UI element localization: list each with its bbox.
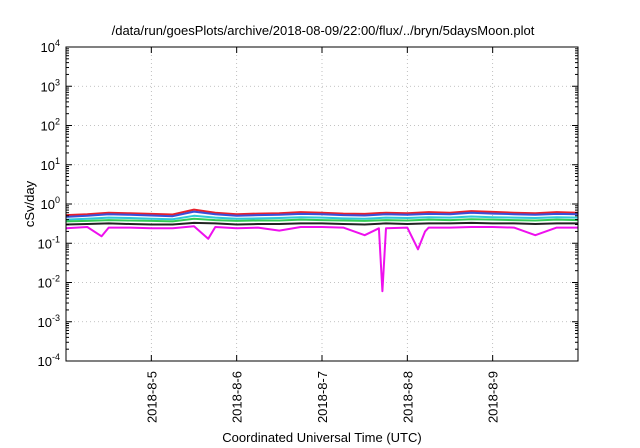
y-tick-label: 10-4 [38,352,60,369]
y-tick-label: 10-2 [38,274,60,291]
series-line-3 [65,214,579,221]
series-line-5 [65,221,578,226]
x-tick-label: 2018-8-7 [315,371,330,423]
x-tick-label: 2018-8-5 [144,371,159,423]
series-line-6 [65,225,578,293]
x-axis-label: Coordinated Universal Time (UTC) [222,430,421,445]
x-axis: 2018-8-5 2018-8-6 2018-8-7 2018-8-8 2018-8-9 [144,47,501,423]
x-tick-label: 2018-8-8 [400,371,415,423]
series-line-4 [65,217,579,223]
chart-title: /data/run/goesPlots/archive/2018-08-09/2… [112,23,535,38]
series-line-1 [65,208,579,217]
y-tick-label: 101 [41,156,60,173]
y-tick-label: 103 [41,77,60,94]
series-line-2 [65,210,579,218]
y-tick-label: 10-3 [38,313,60,330]
x-tick-label: 2018-8-9 [486,371,501,423]
y-tick-label: 104 [41,38,60,55]
y-tick-label: 10-1 [38,234,60,251]
x-tick-label: 2018-8-6 [230,371,245,423]
grid [66,47,578,361]
y-axis-label: cSv/day [22,180,37,227]
series-layer [65,208,579,293]
y-tick-label: 100 [41,195,60,212]
y-tick-label: 102 [41,117,60,134]
y-axis: 10-4 10-3 10-2 10-1 100 101 102 103 104 [38,38,578,369]
